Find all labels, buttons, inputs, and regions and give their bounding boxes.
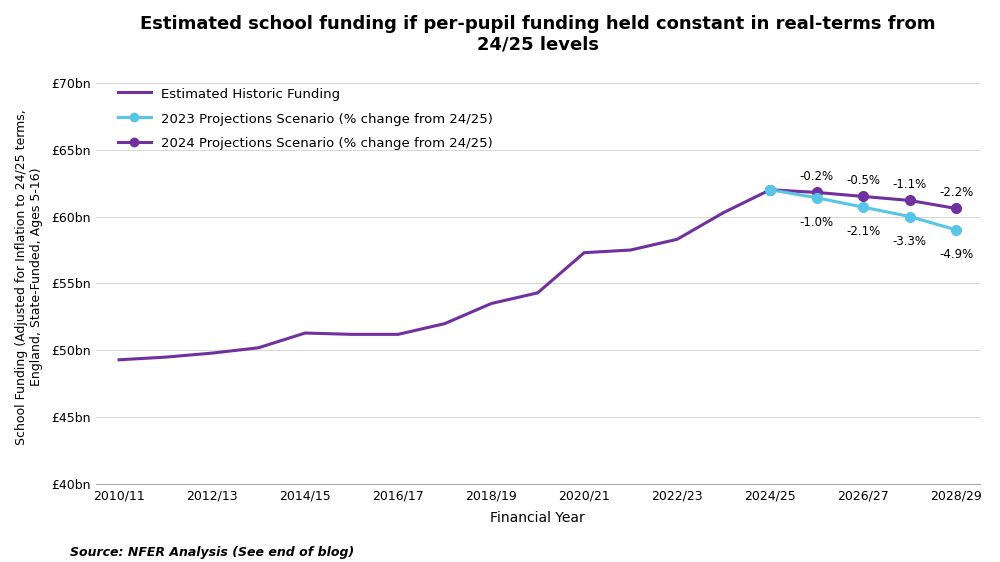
Text: -2.2%: -2.2% bbox=[939, 186, 973, 199]
Text: -4.9%: -4.9% bbox=[939, 248, 973, 261]
Text: -1.1%: -1.1% bbox=[893, 178, 927, 191]
Text: Source: NFER Analysis (See end of blog): Source: NFER Analysis (See end of blog) bbox=[70, 546, 354, 559]
Text: -0.5%: -0.5% bbox=[846, 174, 880, 187]
X-axis label: Financial Year: Financial Year bbox=[490, 510, 585, 524]
Text: -2.1%: -2.1% bbox=[846, 225, 880, 238]
Title: Estimated school funding if per-pupil funding held constant in real-terms from
2: Estimated school funding if per-pupil fu… bbox=[140, 15, 935, 54]
Text: -3.3%: -3.3% bbox=[893, 234, 927, 248]
Text: -0.2%: -0.2% bbox=[800, 170, 834, 183]
Legend: Estimated Historic Funding, 2023 Projections Scenario (% change from 24/25), 202: Estimated Historic Funding, 2023 Project… bbox=[111, 80, 500, 157]
Text: -1.0%: -1.0% bbox=[800, 216, 834, 229]
Y-axis label: School Funding (Adjusted for Inflation to 24/25 terms,
England, State-Funded, Ag: School Funding (Adjusted for Inflation t… bbox=[15, 109, 43, 445]
